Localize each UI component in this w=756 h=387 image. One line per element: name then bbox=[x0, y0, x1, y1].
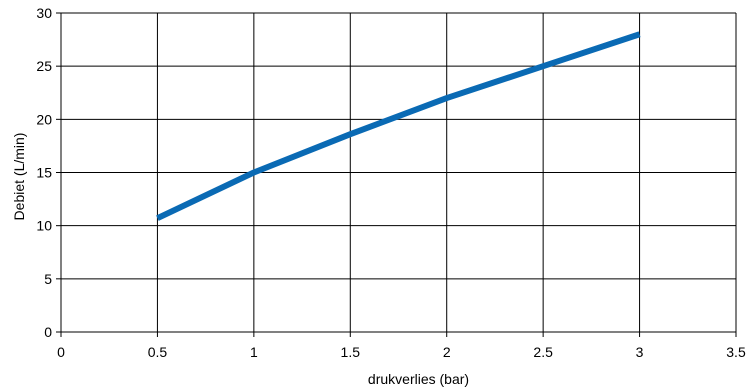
y-tick-label: 30 bbox=[36, 5, 52, 21]
x-tick-label: 0 bbox=[57, 344, 65, 360]
x-tick-label: 3.5 bbox=[726, 344, 746, 360]
series-line bbox=[156, 31, 641, 221]
x-tick-labels: 0 0.5 1 1.5 2 2.5 3 3.5 bbox=[57, 344, 746, 360]
x-tick-label: 2 bbox=[443, 344, 451, 360]
plot-grid bbox=[56, 12, 737, 337]
x-tick-label: 1 bbox=[250, 344, 258, 360]
y-tick-label: 20 bbox=[36, 111, 52, 127]
x-tick-label: 3 bbox=[636, 344, 644, 360]
y-tick-labels: 0 5 10 15 20 25 30 bbox=[36, 5, 52, 340]
x-tick-label: 0.5 bbox=[148, 344, 168, 360]
y-tick-label: 0 bbox=[44, 324, 52, 340]
y-tick-label: 25 bbox=[36, 58, 52, 74]
y-axis-title: Debiet (L/min) bbox=[11, 133, 27, 221]
x-tick-label: 1.5 bbox=[341, 344, 361, 360]
plot-series bbox=[156, 31, 641, 221]
y-tick-label: 10 bbox=[36, 218, 52, 234]
x-axis-title: drukverlies (bar) bbox=[368, 371, 469, 387]
y-tick-label: 15 bbox=[36, 165, 52, 181]
x-tick-label: 2.5 bbox=[533, 344, 553, 360]
y-tick-label: 5 bbox=[44, 271, 52, 287]
